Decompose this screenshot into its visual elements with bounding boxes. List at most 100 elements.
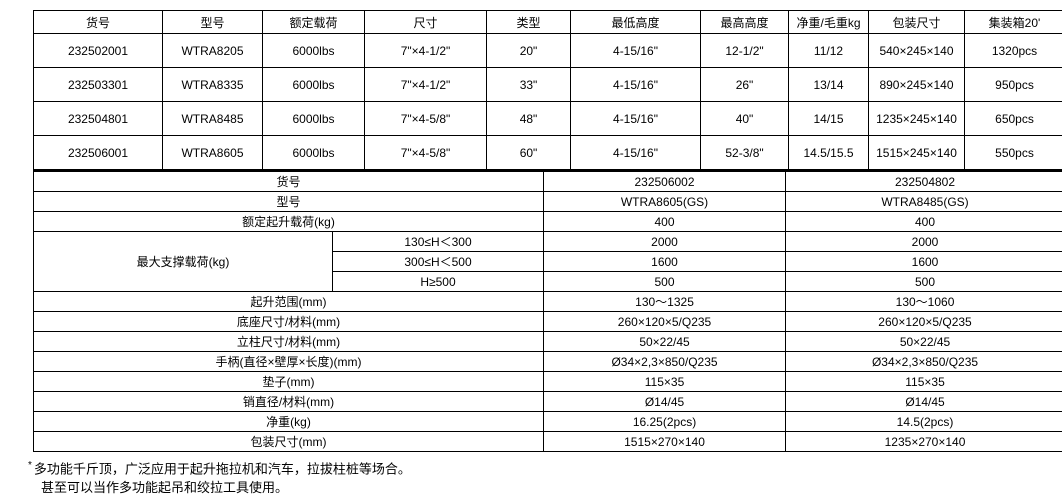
spec-value-cell: 232506002 [543,170,787,192]
table-cell: 11/12 [788,33,869,68]
table-cell: 13/14 [788,67,869,102]
table-cell: 7"×4-5/8" [364,135,487,170]
table-cell: 33" [486,67,571,102]
spec-label-cell: 型号 [32,191,545,212]
table-cell: 6000lbs [262,33,365,68]
spec-row: H≥500 500 500 [34,271,1062,292]
spec-value-cell: WTRA8605(GS) [543,191,787,212]
column-header: 类型 [486,10,571,34]
table-cell: 4-15/16" [570,33,701,68]
spec-row: 额定起升载荷(kg) 400 400 [32,211,1062,232]
spec-value-cell: 50×22/45 [543,331,787,352]
table-cell: 20" [486,33,571,68]
spec-value-cell: 16.25(2pcs) [543,411,787,432]
spec-value-cell: 260×120×5/Q235 [785,311,1062,332]
table-cell: 7"×4-5/8" [364,101,487,136]
spec-value-cell: 1235×270×140 [785,431,1062,452]
table-cell: 14.5/15.5 [788,135,869,170]
table-cell: 48" [486,101,571,136]
spec-label-cell: 最大支撑载荷(kg) [33,231,333,292]
spec-row: 包装尺寸(mm) 1515×270×140 1235×270×140 [32,431,1062,452]
spec-value-cell: 2000 [785,231,1062,252]
spec-row: 最大支撑载荷(kg) 130≤H＜300 2000 2000 [33,231,1062,292]
table-cell: WTRA8485 [162,101,263,136]
column-header: 型号 [162,10,263,34]
height-range-cell: 300≤H＜500 [331,251,545,272]
spec-value-cell: 115×35 [543,371,787,392]
spec-value-cell: 400 [785,211,1062,232]
spec-value-cell: Ø14/45 [785,391,1062,412]
footnote-text: 多功能千斤顶，广泛应用于起升拖拉机和汽车，拉拔柱桩等场合。 [33,461,411,477]
table-cell: 4-15/16" [570,135,701,170]
spec-row: 货号 232506002 232504802 [32,170,1062,192]
spec-label-cell: 销直径/材料(mm) [32,391,545,412]
spec-value-cell: Ø34×2,3×850/Q235 [543,351,787,372]
table-row: 232502001 WTRA8205 6000lbs 7"×4-1/2" 20"… [33,33,1062,68]
table-cell: 26" [700,67,789,102]
column-header: 包装尺寸 [868,10,965,34]
spec-value-cell: 130～1060 [785,291,1062,312]
spec-row: 净重(kg) 16.25(2pcs) 14.5(2pcs) [32,411,1062,432]
spec-value-cell: 130～1325 [543,291,787,312]
table-cell: 232506001 [33,135,163,170]
spec-row: 底座尺寸/材料(mm) 260×120×5/Q235 260×120×5/Q23… [32,311,1062,332]
spec-value-cell: 1600 [543,251,787,272]
column-header: 最低高度 [570,10,701,34]
spec-value-cell: 50×22/45 [785,331,1062,352]
footnote-line-1: * 多功能千斤顶，广泛应用于起升拖拉机和汽车，拉拔柱桩等场合。 [28,456,1062,478]
spec-row: 起升范围(mm) 130～1325 130～1060 [32,291,1062,312]
table-cell: 4-15/16" [570,101,701,136]
table-cell: 232504801 [33,101,163,136]
height-range-cell: H≥500 [331,271,545,292]
table-cell: 232502001 [33,33,163,68]
table-cell: 4-15/16" [570,67,701,102]
table-cell: 7"×4-1/2" [364,33,487,68]
header-row: 货号 型号 额定载荷 尺寸 类型 最低高度 最高高度 净重/毛重kg 包装尺寸 … [33,10,1062,34]
column-header: 集装箱20' [964,10,1062,34]
column-header: 最高高度 [700,10,789,34]
table-cell: 6000lbs [262,67,365,102]
spec-value-cell: 1515×270×140 [543,431,787,452]
spec-row: 手柄(直径×壁厚×长度)(mm) Ø34×2,3×850/Q235 Ø34×2,… [32,351,1062,372]
spec-value-cell: 1600 [785,251,1062,272]
spec-value-cell: 115×35 [785,371,1062,392]
spec-value-cell: 2000 [543,231,787,252]
table-cell: 6000lbs [262,135,365,170]
spec-label-cell: 额定起升载荷(kg) [32,211,545,232]
spec-value-cell: 400 [543,211,787,232]
table-cell: 14/15 [788,101,869,136]
table-row: 232503301 WTRA8335 6000lbs 7"×4-1/2" 33"… [33,67,1062,102]
table-cell: 60" [486,135,571,170]
table-cell: WTRA8335 [162,67,263,102]
spec-label-cell: 底座尺寸/材料(mm) [32,311,545,332]
spec-value-cell: Ø14/45 [543,391,787,412]
spec-value-cell: Ø34×2,3×850/Q235 [785,351,1062,372]
spec-value-cell: 500 [543,271,787,292]
product-table: 货号 型号 额定载荷 尺寸 类型 最低高度 最高高度 净重/毛重kg 包装尺寸 … [33,10,1062,170]
spec-value-cell: 500 [785,271,1062,292]
spec-label-cell: 垫子(mm) [32,371,545,392]
spec-row: 立柱尺寸/材料(mm) 50×22/45 50×22/45 [32,331,1062,352]
spec-row: 型号 WTRA8605(GS) WTRA8485(GS) [32,191,1062,212]
column-header: 尺寸 [364,10,487,34]
spec-row: 销直径/材料(mm) Ø14/45 Ø14/45 [32,391,1062,412]
table-cell: 40" [700,101,789,136]
table-row: 232506001 WTRA8605 6000lbs 7"×4-5/8" 60"… [33,135,1062,170]
table-cell: 890×245×140 [868,67,965,102]
table-cell: 550pcs [964,135,1062,170]
column-header: 额定载荷 [262,10,365,34]
height-range-cell: 130≤H＜300 [331,231,545,252]
table-cell: 232503301 [33,67,163,102]
spec-label-cell: 货号 [32,170,545,192]
table-cell: 52-3/8" [700,135,789,170]
table-cell: 7"×4-1/2" [364,67,487,102]
table-cell: 1515×245×140 [868,135,965,170]
table-row: 232504801 WTRA8485 6000lbs 7"×4-5/8" 48"… [33,101,1062,136]
table-cell: 1320pcs [964,33,1062,68]
table-cell: WTRA8605 [162,135,263,170]
table-cell: WTRA8205 [162,33,263,68]
spec-value-cell: 260×120×5/Q235 [543,311,787,332]
table-cell: 540×245×140 [868,33,965,68]
table-cell: 950pcs [964,67,1062,102]
